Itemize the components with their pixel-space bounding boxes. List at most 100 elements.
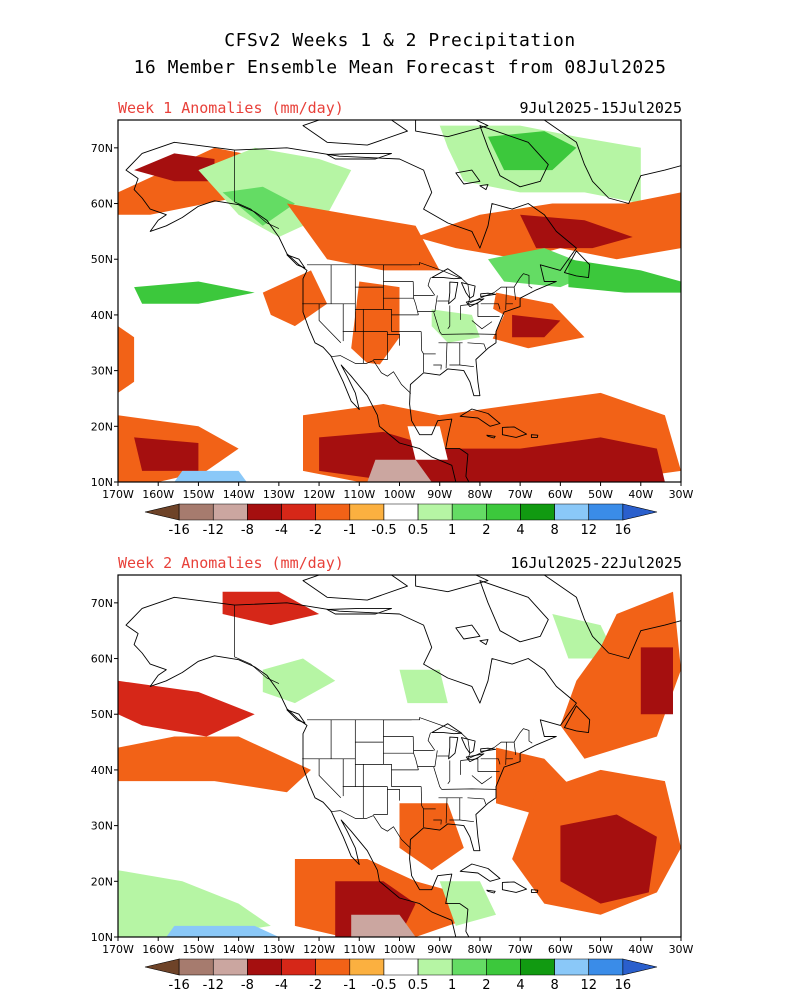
colorbar-swatch	[315, 503, 351, 521]
political-border	[447, 760, 451, 785]
lon-tick-label: 90W	[427, 943, 452, 956]
coastline	[563, 705, 591, 734]
lon-tick-label: 40W	[628, 943, 653, 956]
colorbar-label: -8	[241, 978, 254, 993]
colorbar-label: 0.5	[408, 978, 429, 993]
lon-tick-label: 90W	[427, 488, 452, 501]
anomaly-region	[560, 814, 657, 904]
political-border	[387, 334, 400, 346]
anomaly-region	[399, 669, 448, 704]
coastline	[479, 639, 489, 646]
coastline	[326, 152, 392, 160]
coastline	[480, 747, 497, 752]
anomaly-region	[262, 658, 336, 704]
anomaly-region	[118, 680, 255, 737]
colorbar-label: 4	[516, 978, 524, 993]
anomaly-region	[262, 270, 328, 327]
political-border	[505, 287, 507, 310]
colorbar-label: -4	[275, 523, 288, 538]
coastline	[486, 434, 496, 439]
political-border	[355, 764, 392, 787]
lat-tick-label: 70N	[91, 597, 113, 610]
anomaly-region	[439, 881, 496, 926]
colorbar-swatch	[178, 503, 214, 521]
anomaly-region	[552, 614, 617, 659]
coastline	[460, 737, 476, 754]
colorbar-label: -1	[343, 523, 356, 538]
colorbar-label: 4	[516, 523, 524, 538]
political-border	[513, 742, 517, 755]
lat-tick-label: 40N	[91, 309, 113, 322]
political-border	[234, 150, 280, 229]
colorbar-label: 8	[550, 523, 558, 538]
political-border	[467, 797, 487, 805]
colorbar-label: 2	[482, 523, 490, 538]
lon-tick-label: 40W	[628, 488, 653, 501]
colorbar-label: 1	[448, 523, 456, 538]
coastline	[302, 575, 408, 601]
political-border	[459, 364, 474, 368]
political-border	[427, 732, 436, 751]
political-border	[513, 287, 517, 300]
lon-tick-label: 170W	[102, 488, 134, 501]
anomaly-region	[286, 203, 440, 271]
colorbar-swatch	[588, 503, 624, 521]
coastline	[480, 292, 497, 297]
week1-panel-dates: 9Jul2025-15Jul2025	[519, 99, 682, 117]
coastline	[448, 281, 459, 305]
anomaly-region	[520, 214, 633, 249]
political-border	[505, 742, 507, 765]
coastline	[465, 753, 485, 763]
coastline	[286, 254, 306, 269]
lat-tick-label: 50N	[91, 253, 113, 266]
colorbar-swatch	[247, 503, 282, 521]
political-border	[434, 750, 438, 767]
political-border	[460, 303, 479, 317]
colorbar-swatch	[554, 958, 590, 976]
political-border	[307, 262, 533, 305]
colorbar-swatch	[212, 958, 248, 976]
colorbar-label: -1	[343, 978, 356, 993]
lat-tick-label: 60N	[91, 653, 113, 666]
colorbar-label: -16	[169, 978, 190, 993]
political-border	[445, 797, 448, 824]
political-border	[460, 758, 479, 772]
lon-tick-label: 100W	[384, 943, 416, 956]
colorbar-swatch	[144, 503, 180, 521]
colorbar-label: -2	[309, 523, 322, 538]
lon-tick-label: 30W	[669, 488, 694, 501]
coastline	[415, 120, 489, 138]
lon-tick-label: 60W	[548, 943, 573, 956]
anomaly-region	[222, 591, 320, 626]
lon-tick-label: 150W	[182, 943, 214, 956]
lon-tick-label: 150W	[182, 488, 214, 501]
lon-tick-label: 140W	[223, 488, 255, 501]
political-border	[373, 331, 388, 360]
anomaly-region	[351, 914, 416, 937]
coastline	[431, 723, 463, 735]
coastline	[486, 889, 496, 894]
anomaly-field-week2	[118, 575, 681, 937]
lat-tick-label: 10N	[91, 931, 113, 944]
coastline	[455, 624, 481, 640]
political-border	[441, 333, 497, 335]
colorbar-swatch	[178, 958, 214, 976]
anomaly-region	[134, 437, 199, 471]
anomaly-region	[118, 736, 311, 793]
political-border	[330, 355, 412, 394]
lon-tick-label: 160W	[142, 488, 174, 501]
political-border	[434, 295, 438, 312]
anomaly-region	[174, 470, 247, 482]
anomaly-region	[134, 153, 215, 182]
colorbar-label: -0.5	[371, 523, 396, 538]
coastline	[455, 169, 481, 185]
colorbar-swatch	[383, 503, 419, 521]
colorbar-label: -4	[275, 978, 288, 993]
colorbar-swatch	[451, 503, 487, 521]
political-border	[355, 309, 392, 332]
political-border	[427, 277, 436, 296]
anomaly-region	[222, 186, 295, 226]
colorbar-label: 2	[482, 978, 490, 993]
lon-tick-label: 120W	[303, 488, 335, 501]
